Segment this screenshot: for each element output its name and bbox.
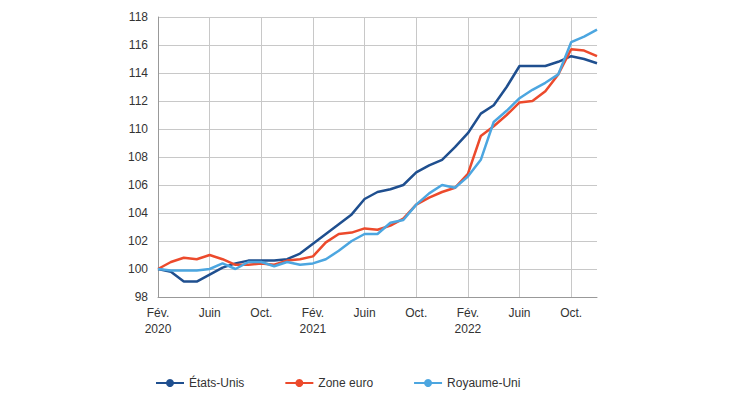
svg-text:Royaume-Uni: Royaume-Uni xyxy=(447,376,520,390)
svg-text:Fév.: Fév. xyxy=(457,306,479,320)
svg-text:Juin: Juin xyxy=(354,306,376,320)
svg-text:116: 116 xyxy=(129,38,148,52)
svg-text:Juin: Juin xyxy=(199,306,221,320)
svg-text:Zone euro: Zone euro xyxy=(318,376,373,390)
svg-text:Oct.: Oct. xyxy=(250,306,272,320)
svg-text:110: 110 xyxy=(129,122,148,136)
svg-text:États-Unis: États-Unis xyxy=(189,375,244,390)
svg-text:Juin: Juin xyxy=(509,306,531,320)
svg-text:Oct.: Oct. xyxy=(560,306,582,320)
svg-text:98: 98 xyxy=(135,290,149,304)
svg-text:Fév.: Fév. xyxy=(302,306,324,320)
svg-text:100: 100 xyxy=(128,262,148,276)
svg-text:104: 104 xyxy=(128,206,148,220)
svg-text:118: 118 xyxy=(129,10,148,24)
svg-text:2022: 2022 xyxy=(455,322,482,336)
svg-text:112: 112 xyxy=(129,94,148,108)
svg-text:2021: 2021 xyxy=(300,322,327,336)
svg-text:106: 106 xyxy=(128,178,148,192)
svg-text:Fév.: Fév. xyxy=(147,306,169,320)
svg-text:114: 114 xyxy=(129,66,148,80)
svg-text:2020: 2020 xyxy=(145,322,172,336)
svg-text:108: 108 xyxy=(128,150,148,164)
svg-text:102: 102 xyxy=(128,234,148,248)
svg-text:Oct.: Oct. xyxy=(405,306,427,320)
